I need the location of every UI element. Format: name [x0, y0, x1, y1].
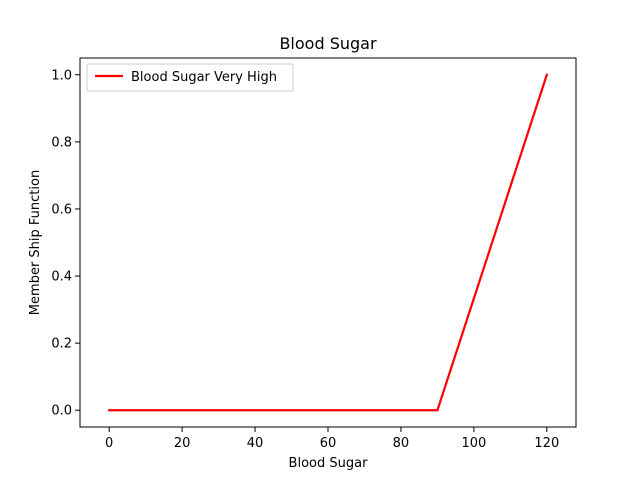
x-tick-label: 100: [461, 436, 486, 451]
x-axis-label: Blood Sugar: [289, 456, 369, 471]
x-tick-label: 120: [534, 436, 559, 451]
y-tick-label: 0.2: [51, 337, 72, 352]
series-line: [108, 73, 549, 412]
y-tick-label: 1.0: [51, 68, 72, 83]
legend-entry-label: Blood Sugar Very High: [131, 70, 277, 85]
x-tick-label: 20: [174, 436, 191, 451]
y-tick-label: 0.4: [51, 270, 72, 285]
legend: Blood Sugar Very High: [86, 63, 294, 92]
x-axis-ticks: 0 20 40 60 80 100 120: [105, 427, 559, 451]
y-tick-label: 0.0: [51, 404, 72, 419]
y-axis-label: Member Ship Function: [28, 170, 43, 315]
x-tick-label: 0: [105, 436, 113, 451]
series-layer: [108, 73, 549, 412]
y-tick-label: 0.6: [51, 202, 72, 217]
y-axis-ticks: 0.0 0.2 0.4 0.6 0.8 1.0: [51, 68, 80, 419]
x-tick-label: 60: [320, 436, 337, 451]
plot-background: [80, 58, 576, 427]
legend-box: [86, 63, 294, 92]
y-tick-label: 0.8: [51, 135, 72, 150]
x-tick-label: 40: [247, 436, 264, 451]
chart-title: Blood Sugar: [279, 34, 377, 53]
x-tick-label: 80: [393, 436, 410, 451]
